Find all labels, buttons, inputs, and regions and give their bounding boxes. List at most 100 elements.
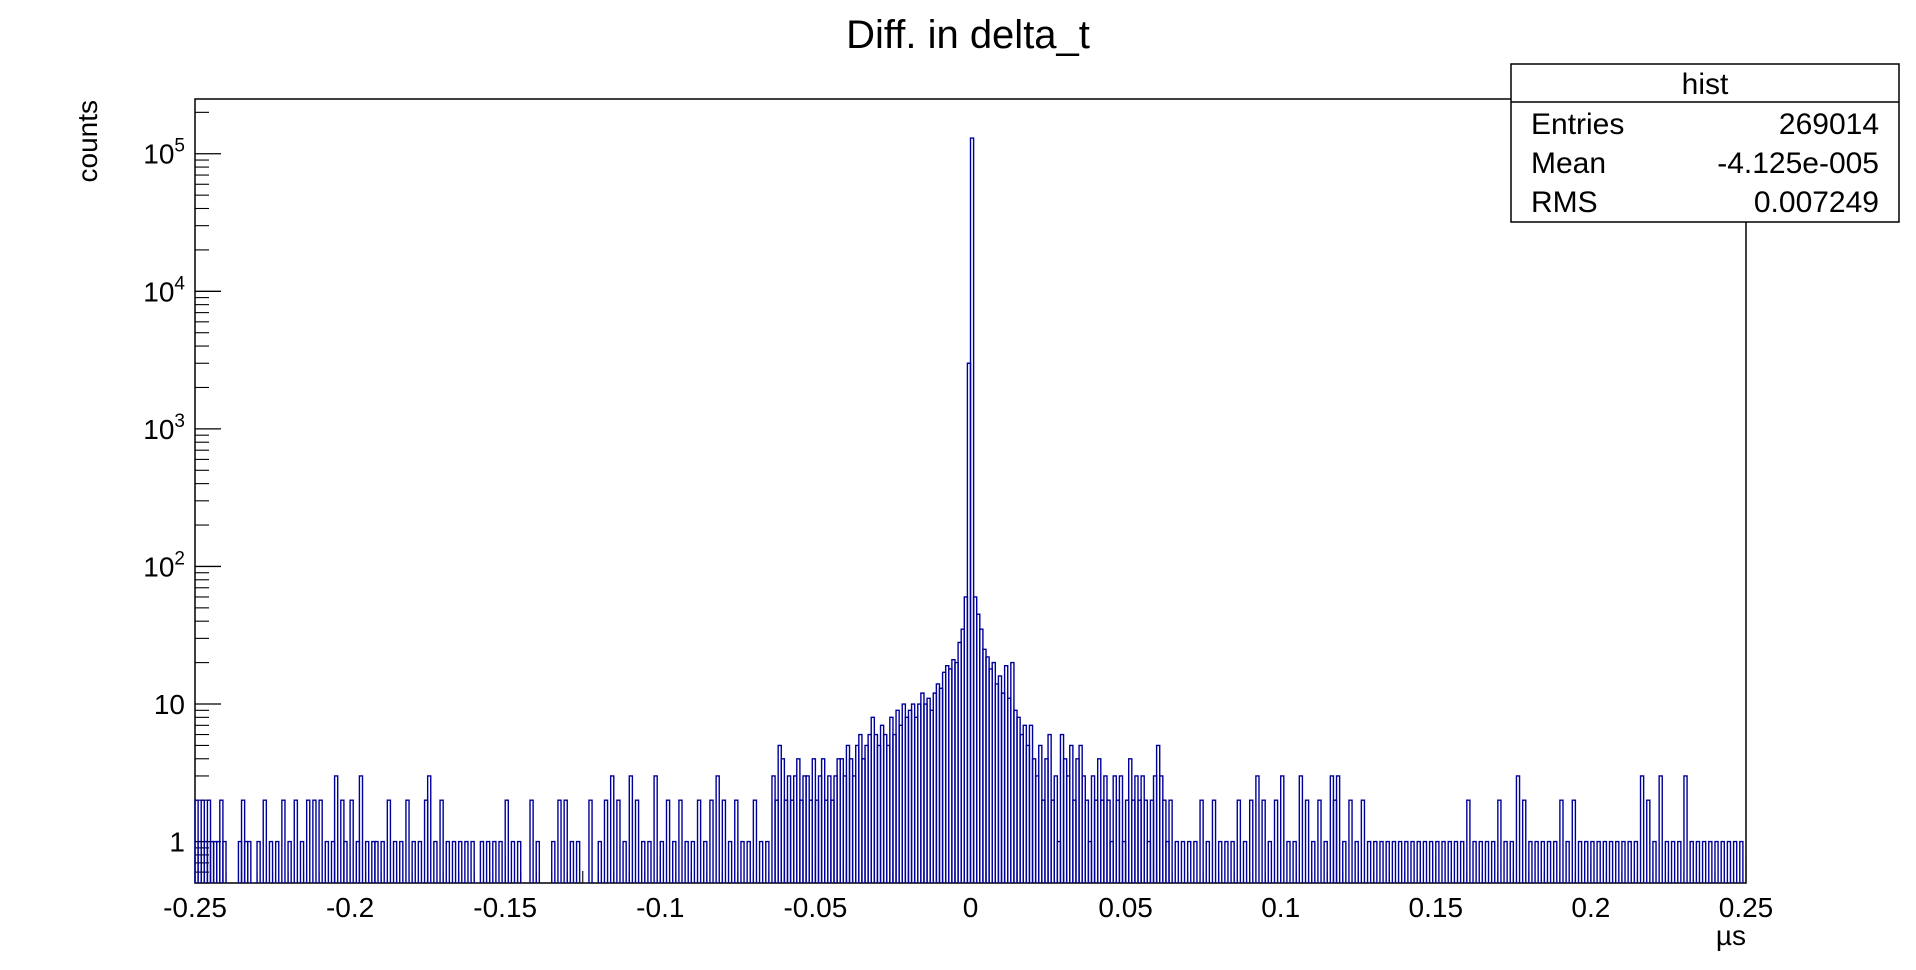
histogram-bin: [746, 840, 751, 883]
histogram-bin: [609, 775, 615, 883]
histogram-bin: [386, 799, 392, 883]
histogram-bin: [740, 840, 745, 883]
histogram-bin: [293, 799, 299, 883]
histogram-bin: [464, 840, 469, 883]
histogram-bin: [439, 799, 444, 883]
histogram-bin: [1726, 840, 1732, 883]
histogram-bin: [1323, 840, 1328, 883]
y-tick-label: 102: [143, 548, 185, 582]
histogram-bin: [634, 799, 640, 883]
histogram-bin: [1546, 840, 1552, 883]
histogram-bin: [256, 840, 261, 883]
x-tick-label: 0.2: [1571, 892, 1610, 923]
histogram-bin: [665, 799, 671, 883]
histogram-bin: [380, 840, 385, 883]
histogram-bin: [1652, 840, 1657, 883]
histogram-bin: [1397, 840, 1403, 883]
histogram-bin: [1732, 840, 1738, 883]
histogram-bin: [1410, 840, 1415, 883]
histogram-bin: [312, 799, 317, 883]
histogram-bin: [1739, 840, 1744, 883]
histogram-bin: [1205, 840, 1211, 883]
histogram-bin: [1366, 840, 1372, 883]
histogram-bin: [1472, 840, 1477, 883]
histogram-bin: [1670, 840, 1676, 883]
x-axis-label: µs: [1716, 920, 1746, 951]
histogram-bin: [268, 840, 274, 883]
histogram-bin: [640, 840, 646, 883]
histogram-bins: [194, 137, 1744, 883]
stats-entries-label: Entries: [1531, 108, 1624, 141]
histogram-bin: [557, 799, 562, 883]
histogram-bin: [1317, 799, 1322, 883]
histogram-bin: [1503, 840, 1508, 883]
histogram-bin: [516, 840, 522, 883]
histogram-bin: [1714, 840, 1719, 883]
histogram-bin: [1335, 775, 1341, 883]
histogram-bin: [411, 840, 416, 883]
histogram-bin: [603, 799, 609, 883]
histogram-bin: [1193, 840, 1198, 883]
histogram-bin: [1484, 840, 1490, 883]
histogram-bin: [659, 840, 665, 883]
histogram-bin: [709, 799, 714, 883]
histogram-bin: [445, 840, 451, 883]
histogram-bin: [510, 840, 516, 883]
chart-title: Diff. in delta_t: [846, 13, 1090, 57]
histogram-bin: [305, 799, 311, 883]
histogram-bin: [628, 775, 634, 883]
histogram-bin: [551, 840, 556, 883]
y-tick-label: 1: [169, 827, 185, 858]
histogram-bin: [470, 840, 475, 883]
y-tick-label: 10: [154, 689, 185, 720]
histogram-bin: [364, 840, 370, 883]
histogram-bin: [1242, 840, 1248, 883]
x-tick-label: -0.1: [636, 892, 684, 923]
histogram-bin: [758, 840, 764, 883]
histogram-bin: [1053, 775, 1059, 883]
histogram-bin: [1534, 840, 1539, 883]
histogram-bin: [1497, 799, 1502, 883]
histogram-bin: [1633, 840, 1639, 883]
histogram-bin: [1441, 840, 1446, 883]
histogram-bin: [417, 840, 423, 883]
histogram-bin: [374, 840, 379, 883]
histogram-bin: [1261, 799, 1266, 883]
histogram-bin: [1428, 840, 1434, 883]
histogram-bin: [1404, 840, 1409, 883]
histogram-bin: [318, 799, 323, 883]
histogram-bin: [1596, 840, 1601, 883]
histogram-bin: [1422, 840, 1428, 883]
histogram-bin: [529, 799, 534, 883]
histogram-bin: [1168, 799, 1173, 883]
histogram-bin: [1559, 799, 1564, 883]
histogram-bin: [343, 840, 348, 883]
histogram-bin: [1677, 840, 1682, 883]
histogram-bin: [262, 799, 268, 883]
x-tick-label: 0.15: [1409, 892, 1464, 923]
histogram-bin: [1621, 840, 1626, 883]
histogram-bin: [727, 840, 733, 883]
histogram-bin: [765, 840, 770, 883]
histogram-bin: [1528, 840, 1533, 883]
histogram-bin: [1478, 840, 1484, 883]
histogram-bin: [1552, 840, 1558, 883]
histogram-bin: [647, 840, 652, 883]
histogram-bin: [969, 137, 975, 883]
y-axis-label: counts: [72, 100, 103, 183]
histogram-bin: [715, 775, 720, 883]
histogram-bin: [563, 799, 568, 883]
histogram-bin: [1701, 840, 1707, 883]
histogram-bin: [1230, 840, 1235, 883]
x-tick-label: -0.2: [326, 892, 374, 923]
histogram-bin: [1286, 840, 1291, 883]
histogram-bin: [1360, 799, 1366, 883]
histogram-bin: [1453, 840, 1459, 883]
histogram-bin: [1174, 840, 1180, 883]
histogram-bin: [1627, 840, 1632, 883]
histogram-bin: [1615, 840, 1620, 883]
histogram-bin: [1515, 775, 1521, 883]
histogram-bin: [451, 840, 457, 883]
histogram-bin: [597, 840, 603, 883]
